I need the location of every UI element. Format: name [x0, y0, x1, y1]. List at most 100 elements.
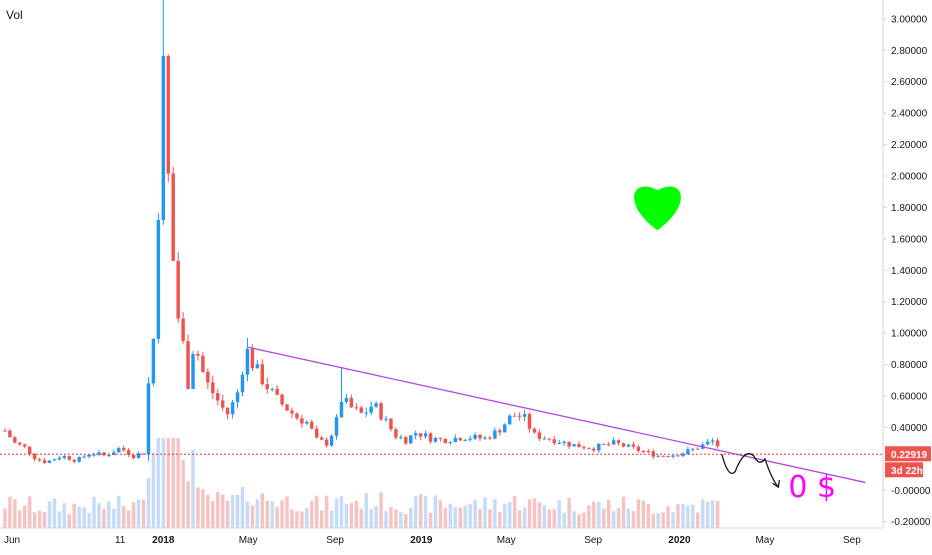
countdown-tag-bg	[885, 462, 923, 478]
volume-bar	[696, 512, 700, 528]
volume-bar	[631, 511, 636, 528]
trendline[interactable]	[248, 346, 866, 484]
candle-body	[384, 418, 388, 420]
y-axis-ticks: 3.00000 2.80000 2.60000 2.40000 2.20000 2.000…	[883, 14, 931, 528]
candle-body	[97, 452, 101, 455]
candle-body	[562, 441, 566, 444]
volume-bar	[379, 492, 383, 528]
volume-bar	[131, 502, 136, 528]
candle-body	[661, 455, 665, 457]
volume-bar	[656, 512, 660, 528]
candle-body	[448, 442, 453, 444]
candle-body	[107, 455, 111, 457]
volume-bar	[468, 503, 472, 528]
volume-bar	[503, 503, 507, 528]
volume-bar	[280, 500, 284, 528]
volume-bar	[369, 508, 373, 528]
volume-bar	[37, 510, 42, 528]
candle-body	[300, 418, 304, 424]
volume-bar	[146, 478, 151, 528]
volume-bar	[681, 503, 685, 528]
candle-body	[131, 454, 136, 459]
volume-bar	[582, 512, 586, 528]
candle-body	[606, 444, 611, 446]
volume-bar	[255, 499, 260, 528]
candle-body	[597, 443, 601, 451]
candle-body	[201, 355, 205, 372]
volume-bar	[621, 496, 626, 528]
volume-bar	[537, 502, 542, 528]
candle-body	[240, 374, 245, 393]
candle-body	[418, 433, 423, 437]
candle-body	[488, 437, 492, 439]
volume-bar	[512, 496, 517, 528]
volume-bar	[705, 501, 710, 528]
y-tick-label: 2.40000	[891, 109, 928, 120]
volume-bar	[206, 495, 210, 528]
candle-body	[136, 453, 141, 459]
candle-body	[310, 421, 314, 429]
volume-bar	[290, 509, 294, 528]
candle-body	[329, 435, 334, 446]
volume-bar	[67, 514, 72, 528]
volume-bar	[171, 438, 175, 528]
volume-bar	[265, 500, 269, 528]
candle-body	[537, 432, 542, 439]
volume-bar	[606, 499, 611, 528]
y-tick-label: 2.00000	[891, 172, 928, 183]
x-tick-label: Sep	[843, 535, 861, 546]
candle-body	[166, 55, 170, 174]
volume-bar	[700, 499, 705, 528]
candle-body	[23, 444, 27, 447]
volume-bar	[235, 494, 240, 528]
x-tick-label: Jun	[4, 535, 20, 546]
volume-bar	[32, 512, 37, 528]
forecast-arrow[interactable]	[721, 453, 779, 488]
candle-body	[18, 442, 22, 445]
volume-bar	[409, 507, 413, 528]
x-axis-ticks: Jun 11 2018 May Sep 2019 May Sep 2020 May Sep	[4, 535, 861, 546]
candle-body	[646, 451, 651, 453]
x-tick-label: May	[497, 535, 516, 546]
candle-body	[681, 453, 685, 457]
volume-bar	[329, 510, 334, 528]
candle-body	[102, 452, 106, 456]
volume-bar	[597, 501, 601, 528]
forecast-arrowhead	[772, 480, 781, 489]
candle-body	[27, 446, 32, 454]
candle-body	[141, 453, 146, 455]
heart-icon[interactable]	[634, 186, 681, 231]
y-tick-label: 1.00000	[891, 329, 928, 340]
candle-body	[285, 404, 289, 411]
candle-body	[260, 364, 265, 385]
candle-body	[517, 415, 522, 417]
volume-bar	[344, 503, 349, 528]
candle-body	[314, 428, 319, 438]
candle-body	[82, 456, 86, 458]
volume-bar	[126, 510, 131, 528]
zero-dollar-annotation[interactable]: 0 $	[788, 470, 836, 505]
volume-indicator-label[interactable]: Vol	[6, 8, 23, 22]
volume-bar	[527, 499, 532, 528]
candle-body	[196, 353, 200, 356]
candle-body	[676, 455, 680, 457]
y-tick-label: 1.40000	[891, 266, 928, 277]
candle-body	[344, 397, 349, 402]
countdown-value: 3d 22h	[891, 466, 923, 477]
volume-bar	[354, 500, 359, 528]
volume-bar	[359, 508, 363, 528]
candle-body	[399, 437, 403, 439]
volume-bar	[676, 504, 680, 528]
volume-bar	[270, 501, 274, 528]
volume-bar	[13, 499, 17, 528]
volume-bar	[82, 507, 86, 528]
volume-bar	[240, 487, 245, 528]
candle-body	[547, 438, 552, 440]
volume-bar	[156, 438, 161, 528]
y-tick-label: 0.40000	[891, 423, 928, 434]
volume-bar	[404, 514, 408, 528]
candle-body	[443, 438, 448, 444]
volume-bar	[671, 512, 675, 528]
